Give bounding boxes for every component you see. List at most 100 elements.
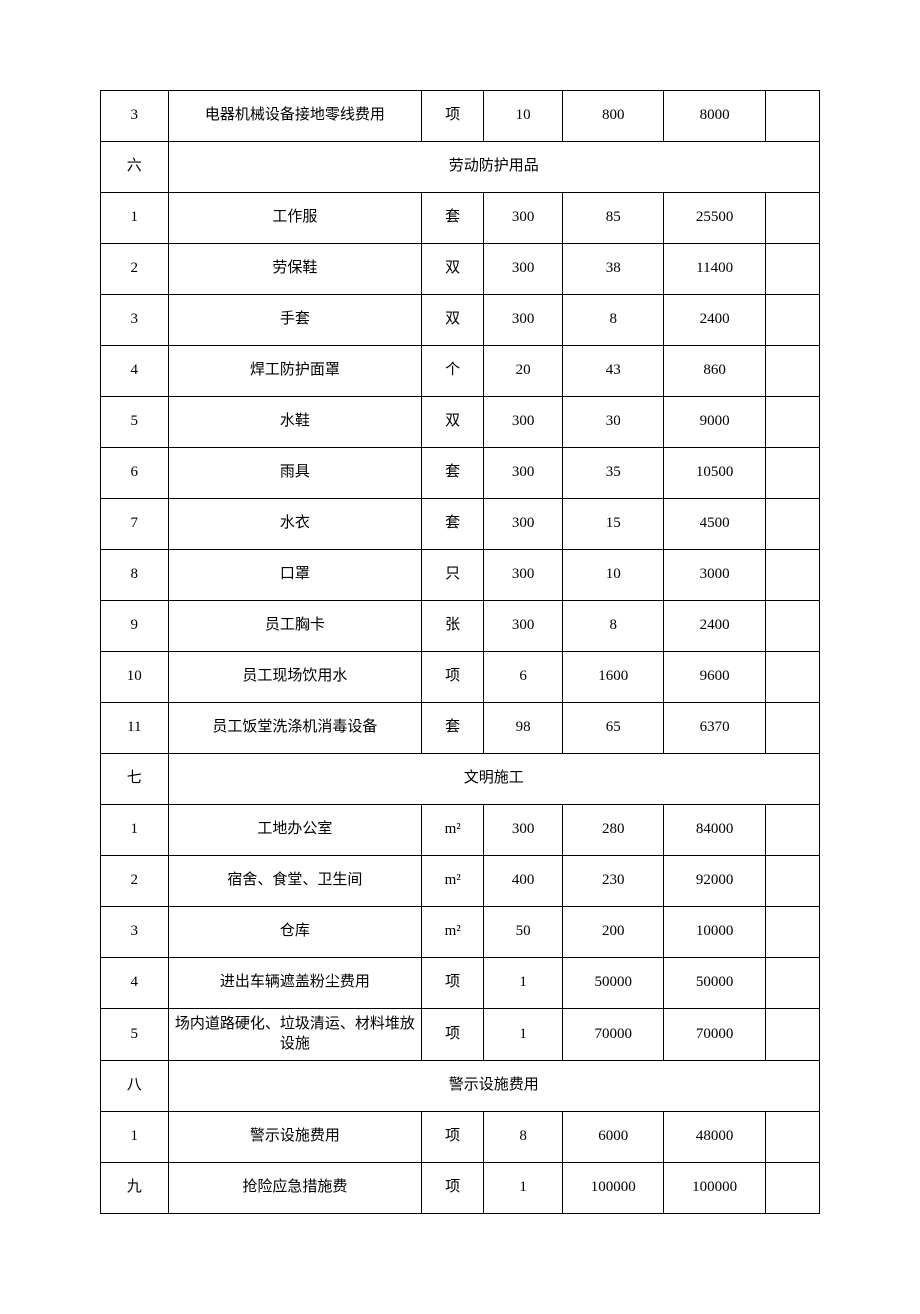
table-cell: 30 xyxy=(563,397,664,448)
table-cell: 11400 xyxy=(664,244,765,295)
table-row: 9员工胸卡张30082400 xyxy=(101,601,820,652)
table-cell: 双 xyxy=(422,244,484,295)
table-cell: 10 xyxy=(563,550,664,601)
table-row: 5水鞋双300309000 xyxy=(101,397,820,448)
table-cell: 1 xyxy=(101,805,169,856)
table-cell: 宿舍、食堂、卫生间 xyxy=(168,856,422,907)
table-cell: 3 xyxy=(101,91,169,142)
table-cell: 6000 xyxy=(563,1112,664,1163)
table-cell: 9000 xyxy=(664,397,765,448)
table-cell: 电器机械设备接地零线费用 xyxy=(168,91,422,142)
table-row: 九抢险应急措施费项1100000100000 xyxy=(101,1163,820,1214)
table-cell: 项 xyxy=(422,1163,484,1214)
table-cell: 300 xyxy=(484,448,563,499)
table-cell: 400 xyxy=(484,856,563,907)
cost-table: 3电器机械设备接地零线费用项108008000六劳动防护用品1工作服套30085… xyxy=(100,90,820,1214)
table-cell: 8 xyxy=(563,601,664,652)
table-row: 2劳保鞋双3003811400 xyxy=(101,244,820,295)
page: 3电器机械设备接地零线费用项108008000六劳动防护用品1工作服套30085… xyxy=(0,0,920,1314)
table-cell: 70000 xyxy=(664,1009,765,1061)
table-cell: 4 xyxy=(101,346,169,397)
table-row: 10员工现场饮用水项616009600 xyxy=(101,652,820,703)
section-index: 七 xyxy=(101,754,169,805)
table-cell: 300 xyxy=(484,193,563,244)
table-cell: 6370 xyxy=(664,703,765,754)
table-cell: 230 xyxy=(563,856,664,907)
table-cell: 92000 xyxy=(664,856,765,907)
table-cell: 10500 xyxy=(664,448,765,499)
table-cell: 2 xyxy=(101,856,169,907)
table-cell: 8 xyxy=(101,550,169,601)
table-cell: 35 xyxy=(563,448,664,499)
table-cell: 85 xyxy=(563,193,664,244)
table-cell: 200 xyxy=(563,907,664,958)
table-row: 6雨具套3003510500 xyxy=(101,448,820,499)
table-row: 1警示设施费用项8600048000 xyxy=(101,1112,820,1163)
table-cell xyxy=(765,958,819,1009)
table-cell xyxy=(765,601,819,652)
table-cell: 水鞋 xyxy=(168,397,422,448)
table-cell: 1 xyxy=(484,1163,563,1214)
table-cell: 项 xyxy=(422,652,484,703)
table-cell xyxy=(765,703,819,754)
table-cell: 工地办公室 xyxy=(168,805,422,856)
table-row: 1工地办公室m²30028084000 xyxy=(101,805,820,856)
table-cell xyxy=(765,1163,819,1214)
table-cell xyxy=(765,856,819,907)
table-cell: 警示设施费用 xyxy=(168,1112,422,1163)
table-cell: 套 xyxy=(422,448,484,499)
table-cell: 1 xyxy=(101,193,169,244)
section-index: 八 xyxy=(101,1061,169,1112)
table-cell: 43 xyxy=(563,346,664,397)
table-cell: 10 xyxy=(484,91,563,142)
table-cell: 300 xyxy=(484,295,563,346)
table-cell: 双 xyxy=(422,295,484,346)
table-cell: 300 xyxy=(484,499,563,550)
table-cell: 工作服 xyxy=(168,193,422,244)
table-row: 8口罩只300103000 xyxy=(101,550,820,601)
table-cell: 7 xyxy=(101,499,169,550)
table-cell: 套 xyxy=(422,703,484,754)
table-cell: 300 xyxy=(484,805,563,856)
table-cell: 98 xyxy=(484,703,563,754)
table-cell: 1600 xyxy=(563,652,664,703)
table-cell: 项 xyxy=(422,958,484,1009)
table-row: 1工作服套3008525500 xyxy=(101,193,820,244)
table-cell xyxy=(765,193,819,244)
table-row: 2宿舍、食堂、卫生间m²40023092000 xyxy=(101,856,820,907)
table-cell: 15 xyxy=(563,499,664,550)
table-row: 八警示设施费用 xyxy=(101,1061,820,1112)
table-cell xyxy=(765,499,819,550)
table-cell xyxy=(765,346,819,397)
table-cell: 水衣 xyxy=(168,499,422,550)
table-cell: 6 xyxy=(484,652,563,703)
table-cell: 280 xyxy=(563,805,664,856)
table-cell xyxy=(765,652,819,703)
section-title: 劳动防护用品 xyxy=(168,142,819,193)
table-cell: 套 xyxy=(422,499,484,550)
table-cell: 300 xyxy=(484,601,563,652)
table-cell: 11 xyxy=(101,703,169,754)
table-cell: 张 xyxy=(422,601,484,652)
table-cell: 50000 xyxy=(664,958,765,1009)
table-cell: 1 xyxy=(484,958,563,1009)
table-cell xyxy=(765,1112,819,1163)
table-row: 六劳动防护用品 xyxy=(101,142,820,193)
table-cell: 5 xyxy=(101,397,169,448)
table-cell: m² xyxy=(422,856,484,907)
table-cell: 仓库 xyxy=(168,907,422,958)
table-row: 7水衣套300154500 xyxy=(101,499,820,550)
table-cell: 65 xyxy=(563,703,664,754)
table-cell: 100000 xyxy=(664,1163,765,1214)
table-cell xyxy=(765,244,819,295)
table-cell: 3 xyxy=(101,295,169,346)
table-cell: 800 xyxy=(563,91,664,142)
table-row: 11员工饭堂洗涤机消毒设备套98656370 xyxy=(101,703,820,754)
table-cell: 8 xyxy=(484,1112,563,1163)
table-cell: 员工现场饮用水 xyxy=(168,652,422,703)
table-cell: 只 xyxy=(422,550,484,601)
table-cell: 38 xyxy=(563,244,664,295)
table-cell xyxy=(765,91,819,142)
table-cell: 300 xyxy=(484,550,563,601)
section-title: 文明施工 xyxy=(168,754,819,805)
